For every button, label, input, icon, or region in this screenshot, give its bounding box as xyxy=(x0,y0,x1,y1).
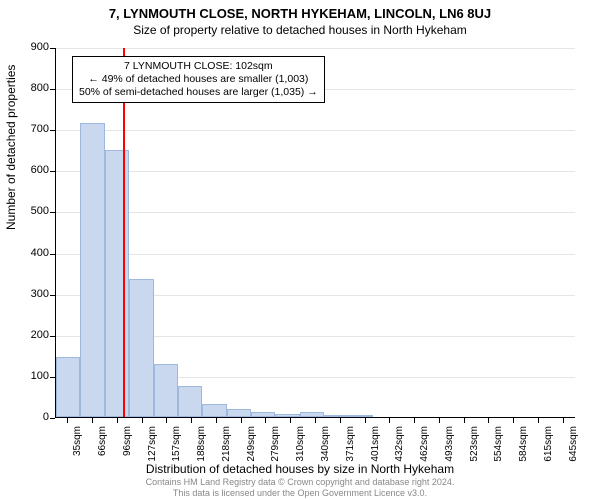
y-tick-label: 100 xyxy=(19,370,49,382)
gridline xyxy=(56,48,575,49)
y-tick-label: 900 xyxy=(19,41,49,53)
x-tick-label: 127sqm xyxy=(147,426,158,464)
gridline xyxy=(56,130,575,131)
x-tick-label: 218sqm xyxy=(221,426,232,464)
histogram-bar xyxy=(178,386,202,417)
x-tick-mark xyxy=(365,418,366,423)
x-tick-label: 35sqm xyxy=(72,426,83,464)
chart-title-main: 7, LYNMOUTH CLOSE, NORTH HYKEHAM, LINCOL… xyxy=(0,0,600,21)
x-tick-mark xyxy=(265,418,266,423)
x-tick-label: 310sqm xyxy=(295,426,306,464)
x-tick-label: 188sqm xyxy=(196,426,207,464)
x-tick-label: 371sqm xyxy=(345,426,356,464)
histogram-bar xyxy=(154,364,178,417)
histogram-bar xyxy=(129,279,153,417)
chart-title-sub: Size of property relative to detached ho… xyxy=(0,21,600,37)
y-axis-label: Number of detached properties xyxy=(4,65,18,230)
y-tick-mark xyxy=(50,254,55,255)
x-tick-mark xyxy=(414,418,415,423)
y-tick-mark xyxy=(50,48,55,49)
x-tick-mark xyxy=(67,418,68,423)
x-tick-mark xyxy=(290,418,291,423)
x-tick-mark xyxy=(92,418,93,423)
y-tick-label: 600 xyxy=(19,164,49,176)
x-tick-label: 401sqm xyxy=(370,426,381,464)
x-tick-mark xyxy=(166,418,167,423)
x-tick-label: 432sqm xyxy=(394,426,405,464)
gridline xyxy=(56,254,575,255)
histogram-bar xyxy=(227,409,251,417)
x-tick-mark xyxy=(389,418,390,423)
x-tick-mark xyxy=(439,418,440,423)
x-tick-label: 279sqm xyxy=(270,426,281,464)
y-tick-mark xyxy=(50,418,55,419)
y-tick-label: 400 xyxy=(19,247,49,259)
histogram-bar xyxy=(349,415,373,417)
footer-attribution: Contains HM Land Registry data © Crown c… xyxy=(0,477,600,498)
x-tick-mark xyxy=(241,418,242,423)
y-tick-mark xyxy=(50,130,55,131)
y-tick-label: 300 xyxy=(19,288,49,300)
histogram-bar xyxy=(275,414,299,417)
x-tick-mark xyxy=(315,418,316,423)
x-tick-mark xyxy=(488,418,489,423)
x-tick-label: 523sqm xyxy=(469,426,480,464)
y-tick-label: 0 xyxy=(19,411,49,423)
x-tick-label: 645sqm xyxy=(568,426,579,464)
x-tick-label: 340sqm xyxy=(320,426,331,464)
y-tick-mark xyxy=(50,212,55,213)
x-tick-label: 584sqm xyxy=(518,426,529,464)
annotation-line: ← 49% of detached houses are smaller (1,… xyxy=(79,73,318,86)
x-tick-mark xyxy=(191,418,192,423)
annotation-line: 7 LYNMOUTH CLOSE: 102sqm xyxy=(79,60,318,73)
histogram-bar xyxy=(324,415,348,417)
histogram-bar xyxy=(300,412,324,417)
x-tick-label: 554sqm xyxy=(493,426,504,464)
y-tick-mark xyxy=(50,171,55,172)
x-tick-label: 157sqm xyxy=(171,426,182,464)
x-tick-label: 462sqm xyxy=(419,426,430,464)
histogram-bar xyxy=(80,123,104,417)
x-tick-label: 66sqm xyxy=(97,426,108,464)
histogram-bar xyxy=(202,404,226,417)
x-tick-mark xyxy=(117,418,118,423)
x-tick-mark xyxy=(563,418,564,423)
x-axis-label: Distribution of detached houses by size … xyxy=(0,462,600,476)
footer-line-1: Contains HM Land Registry data © Crown c… xyxy=(146,477,455,487)
x-tick-label: 493sqm xyxy=(444,426,455,464)
x-tick-mark xyxy=(142,418,143,423)
histogram-bar xyxy=(251,412,275,417)
gridline xyxy=(56,171,575,172)
chart-plot-area xyxy=(55,48,575,418)
y-tick-label: 700 xyxy=(19,123,49,135)
y-tick-label: 500 xyxy=(19,205,49,217)
x-tick-mark xyxy=(216,418,217,423)
histogram-bar xyxy=(105,150,129,417)
y-tick-label: 200 xyxy=(19,329,49,341)
footer-line-2: This data is licensed under the Open Gov… xyxy=(173,488,427,498)
x-tick-mark xyxy=(538,418,539,423)
x-tick-mark xyxy=(464,418,465,423)
x-tick-mark xyxy=(340,418,341,423)
x-tick-label: 96sqm xyxy=(122,426,133,464)
x-tick-label: 615sqm xyxy=(543,426,554,464)
x-tick-mark xyxy=(513,418,514,423)
annotation-line: 50% of semi-detached houses are larger (… xyxy=(79,86,318,99)
histogram-bar xyxy=(56,357,80,417)
y-tick-mark xyxy=(50,295,55,296)
gridline xyxy=(56,212,575,213)
y-tick-label: 800 xyxy=(19,82,49,94)
x-tick-label: 249sqm xyxy=(246,426,257,464)
y-tick-mark xyxy=(50,89,55,90)
annotation-box: 7 LYNMOUTH CLOSE: 102sqm← 49% of detache… xyxy=(72,56,325,103)
y-tick-mark xyxy=(50,336,55,337)
y-tick-mark xyxy=(50,377,55,378)
